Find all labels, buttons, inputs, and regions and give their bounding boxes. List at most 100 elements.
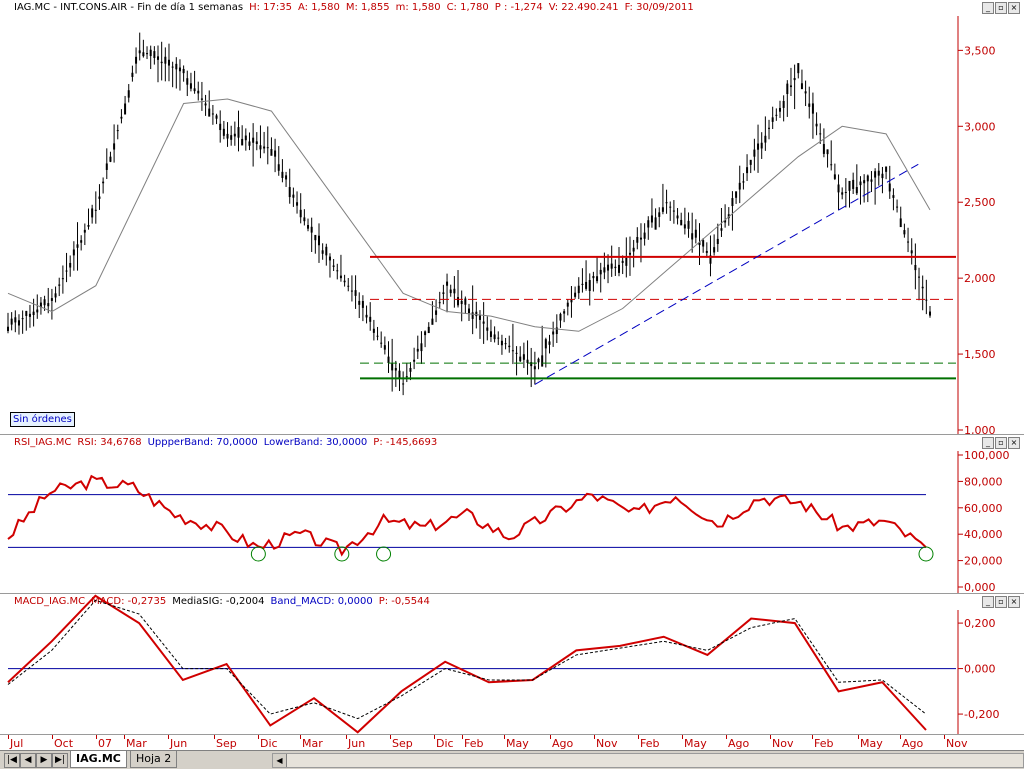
sheet-tab-hoja2[interactable]: Hoja 2 xyxy=(130,751,178,768)
candle xyxy=(907,227,910,253)
macd-pane[interactable]: MACD_IAG.MC MACD: -0,2735 MediaSIG: -0,200… xyxy=(0,594,1024,734)
candle xyxy=(489,319,492,342)
candle xyxy=(504,337,507,350)
restore-button[interactable]: ▫ xyxy=(995,437,1007,449)
candle xyxy=(350,275,353,302)
x-tick-label: Dic xyxy=(436,737,454,750)
candle xyxy=(58,277,61,297)
candle xyxy=(69,255,72,277)
x-tick-label: Nov xyxy=(772,737,794,750)
candle xyxy=(336,263,339,280)
candle xyxy=(288,168,291,204)
x-tick-label: Mar xyxy=(126,737,147,750)
candle xyxy=(918,267,921,301)
header-item: IAG.MC - INT.CONS.AIR - Fin de día 1 sem… xyxy=(14,2,244,13)
candle xyxy=(903,223,906,238)
next-sheet-button[interactable]: ▶ xyxy=(36,753,52,768)
candle xyxy=(102,177,105,194)
candle xyxy=(800,69,803,90)
restore-button[interactable]: ▫ xyxy=(995,596,1007,608)
candle xyxy=(647,216,650,240)
candle xyxy=(252,123,255,167)
sheet-tab-iag[interactable]: IAG.MC xyxy=(70,751,127,768)
close-button[interactable]: × xyxy=(1008,437,1020,449)
y-tick-label: -0,200 xyxy=(964,708,999,721)
oversold-circle xyxy=(918,546,934,562)
candle xyxy=(793,64,796,110)
candle xyxy=(50,288,53,320)
trendline xyxy=(534,163,919,385)
candle xyxy=(167,43,170,82)
y-tick-label: 1,500 xyxy=(964,348,996,361)
candle xyxy=(449,284,452,297)
candle xyxy=(544,337,547,368)
candle xyxy=(577,277,580,300)
rsi-chart[interactable]: 0,000 20,000 40,000 60,000 80,000 100,000 xyxy=(0,435,1024,593)
x-tick-label: May xyxy=(506,737,529,750)
x-tick xyxy=(8,735,9,739)
candle xyxy=(285,171,288,187)
y-tick-label: 2,000 xyxy=(964,272,996,285)
candle xyxy=(537,357,540,370)
x-tick-label: May xyxy=(684,737,707,750)
x-tick xyxy=(682,735,683,739)
x-tick-label: Nov xyxy=(596,737,618,750)
candle xyxy=(182,65,185,82)
close-button[interactable]: × xyxy=(1008,596,1020,608)
y-tick-label: 60,000 xyxy=(964,502,1003,515)
restore-button[interactable]: ▫ xyxy=(995,2,1007,14)
candle xyxy=(153,46,156,65)
orders-badge[interactable]: Sin órdenes xyxy=(10,412,75,427)
candle xyxy=(815,112,818,136)
rsi-pane[interactable]: RSI_IAG.MC RSI: 34,6768 UppperBand: 70,000… xyxy=(0,435,1024,594)
candle xyxy=(438,291,441,308)
candle xyxy=(314,234,317,254)
first-sheet-button[interactable]: |◀ xyxy=(4,753,20,768)
oversold-circle xyxy=(376,546,392,562)
candle xyxy=(416,335,419,359)
candle xyxy=(237,110,240,152)
x-tick xyxy=(900,735,901,739)
x-tick-label: Feb xyxy=(464,737,484,750)
candle xyxy=(841,187,844,200)
price-header: IAG.MC - INT.CONS.AIR - Fin de día 1 sem… xyxy=(0,0,994,16)
x-tick-label: May xyxy=(860,737,883,750)
macd-chart[interactable]: -0,200 0,000 0,200 xyxy=(0,594,1024,734)
candle xyxy=(303,209,306,226)
candle xyxy=(109,151,112,163)
candle xyxy=(332,259,335,272)
candle xyxy=(870,171,873,192)
minimize-button[interactable]: _ xyxy=(982,437,994,449)
candle xyxy=(888,165,891,199)
price-pane[interactable]: IAG.MC - INT.CONS.AIR - Fin de día 1 sem… xyxy=(0,0,1024,435)
candle xyxy=(186,70,189,97)
last-sheet-button[interactable]: ▶| xyxy=(52,753,68,768)
scroll-left-arrow[interactable]: ◀ xyxy=(273,754,287,767)
horizontal-scrollbar[interactable]: ◀ xyxy=(272,753,1024,768)
candle xyxy=(47,287,50,314)
sheet-bar: |◀ ◀ ▶ ▶| IAG.MC Hoja 2 ◀ xyxy=(0,750,1024,769)
x-tick xyxy=(346,735,347,739)
signal-line xyxy=(7,599,927,720)
candle xyxy=(120,109,123,124)
minimize-button[interactable]: _ xyxy=(982,596,994,608)
minimize-button[interactable]: _ xyxy=(982,2,994,14)
candle xyxy=(317,223,320,263)
close-button[interactable]: × xyxy=(1008,2,1020,14)
y-tick-label: 0,000 xyxy=(964,663,996,676)
candle xyxy=(98,184,101,210)
candle xyxy=(160,41,163,81)
price-window-buttons: _ ▫ × xyxy=(982,2,1020,14)
y-tick-label: 2,500 xyxy=(964,196,996,209)
candle xyxy=(650,198,653,228)
candle xyxy=(83,223,86,246)
candle xyxy=(676,208,679,225)
oversold-circle xyxy=(250,546,266,562)
candle xyxy=(76,222,79,271)
y-tick-label: 80,000 xyxy=(964,475,1003,488)
candle xyxy=(921,275,924,311)
price-chart[interactable]: 1,000 1,500 2,000 2,500 3,000 3,500 xyxy=(0,0,1024,434)
candle xyxy=(863,174,866,203)
candle xyxy=(164,47,167,82)
prev-sheet-button[interactable]: ◀ xyxy=(20,753,36,768)
